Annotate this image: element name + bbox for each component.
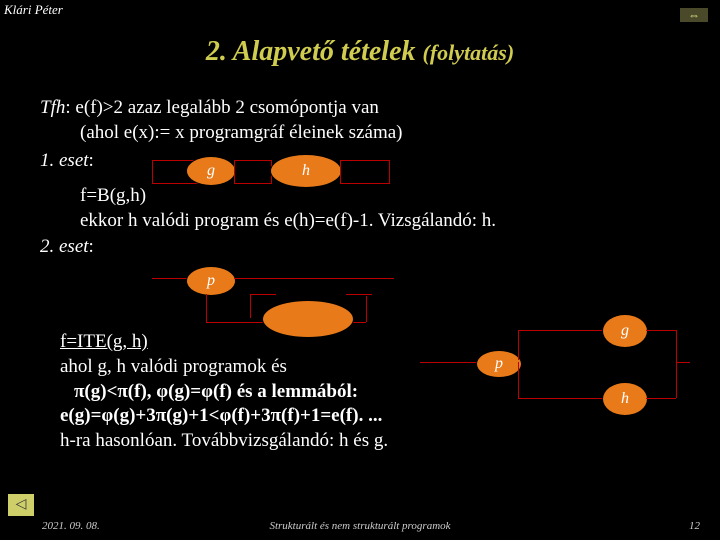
node-g2: g [602, 314, 648, 348]
f-ite: f=ITE(g, h) [60, 331, 148, 352]
fullscreen-icon[interactable]: ⇔ [680, 8, 708, 22]
lemma-line-b: e(g)=φ(g)+3π(g)+1<φ(f)+3π(f)+1=e(f). ... [60, 405, 382, 426]
diagram-branch: p g h [420, 310, 690, 430]
case2-label: 2. eset [40, 236, 89, 257]
title-main: 2. Alapvető tételek [206, 36, 416, 67]
node-p: p [186, 266, 236, 296]
node-h: h [270, 154, 342, 188]
case1-colon: : [89, 150, 94, 171]
title-sub: (folytatás) [423, 40, 515, 65]
tfh-text: : e(f)>2 azaz legalább 2 csomópontja van [65, 97, 379, 118]
footer-center: Strukturált és nem strukturált programok [0, 520, 720, 532]
case1-label: 1. eset [40, 150, 89, 171]
tfh-line2: (ahol e(x):= x programgráf éleinek száma… [40, 121, 690, 146]
node-loop-body [262, 300, 354, 338]
slide-title: 2. Alapvető tételek (folytatás) [0, 36, 720, 68]
lemma-line-a: π(g)<π(f), φ(g)=φ(f) és a lemmából: [74, 381, 358, 402]
footer-page: 12 [689, 520, 700, 532]
node-h2: h [602, 382, 648, 416]
case1-rest: ekkor h valódi program és e(h)=e(f)-1. V… [40, 209, 690, 234]
node-p2: p [476, 350, 522, 378]
case2-colon: : [89, 236, 94, 257]
diagram-sequence: g h [152, 156, 412, 192]
lemma-line-c: h-ra hasonlóan. Továbbvizsgálandó: h és … [40, 429, 690, 454]
back-icon[interactable]: ◁ [8, 494, 34, 516]
diagram-loop: p [152, 270, 452, 345]
author-signature: Klári Péter [4, 2, 63, 18]
tfh-label: Tfh [40, 97, 65, 118]
node-g: g [186, 156, 236, 186]
